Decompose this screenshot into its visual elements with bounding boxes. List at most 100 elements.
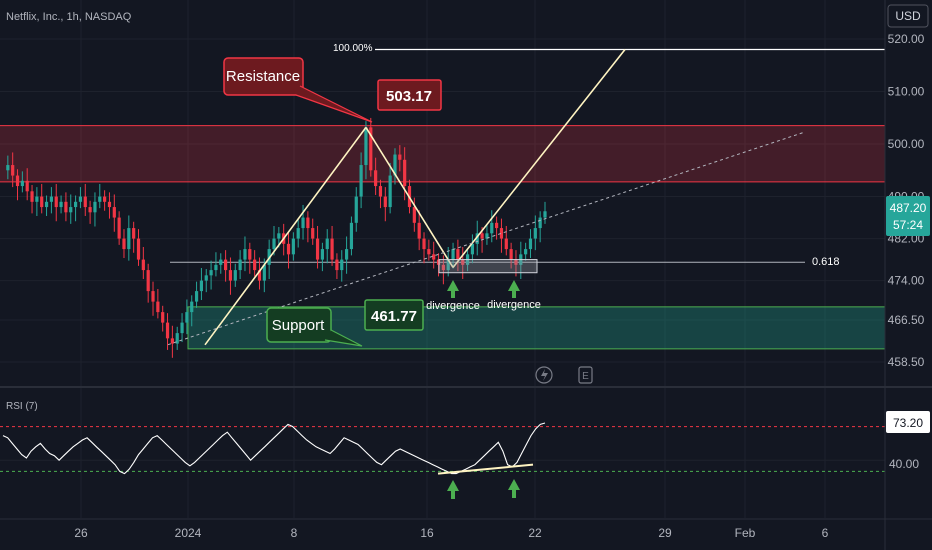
projection-line: [452, 49, 626, 268]
candle-body: [88, 207, 92, 213]
candle-body: [349, 222, 354, 250]
candle-body: [354, 196, 358, 223]
candle-body: [344, 249, 349, 260]
divergence-label-2: divergence: [487, 299, 541, 311]
candle-body: [170, 338, 174, 344]
candle-body: [11, 165, 15, 176]
support-price-box: [364, 299, 424, 331]
resistance-label-box: [223, 57, 304, 96]
candle-body: [311, 228, 315, 239]
rsi-plot-area[interactable]: [0, 390, 885, 518]
candle-body: [224, 259, 228, 271]
candle-body: [40, 196, 44, 208]
support-callout[interactable]: Support 461.77: [266, 299, 424, 347]
candle-body: [475, 233, 479, 244]
candle-body: [451, 249, 455, 260]
candle-body: [59, 201, 63, 208]
candle-body: [136, 238, 141, 260]
candle-body: [417, 222, 421, 239]
candle-body: [524, 249, 528, 255]
candle-body: [233, 270, 237, 281]
time-axis[interactable]: 26 2024 8 16 22 29 Feb 6: [74, 526, 828, 540]
price-tick-label: 466.50: [888, 313, 925, 327]
main-plot-area[interactable]: [0, 0, 885, 385]
earnings-icon[interactable]: [535, 366, 553, 384]
candle-body: [175, 333, 179, 344]
rsi-label: RSI (7): [6, 401, 38, 412]
candle-body: [165, 322, 170, 339]
candle-body: [98, 196, 102, 202]
resistance-label: Resistance: [226, 68, 300, 85]
time-tick-label: 6: [822, 526, 829, 540]
candle-body: [141, 259, 145, 271]
candle-body: [64, 201, 68, 213]
rsi-current-value: 73.20: [893, 416, 923, 430]
candle-body: [538, 217, 542, 229]
currency-button[interactable]: [887, 4, 929, 28]
candle-body: [180, 322, 184, 334]
event-e-icon[interactable]: E: [578, 366, 593, 384]
time-tick-label: 26: [74, 526, 88, 540]
resistance-pointer: [295, 85, 373, 123]
candle-body: [490, 222, 494, 234]
candle-body: [248, 249, 252, 260]
candle-body: [543, 211, 547, 218]
candle-body: [432, 254, 436, 260]
time-tick-label: Feb: [735, 526, 756, 540]
candle-body: [441, 264, 445, 271]
candle-body: [340, 259, 344, 271]
impulse-line-down: [365, 126, 454, 268]
candle-body: [35, 196, 39, 202]
rsi-up-arrow-icon: [447, 480, 459, 499]
candle-body: [262, 264, 266, 281]
candle-body: [30, 191, 34, 202]
candle-body: [117, 217, 121, 239]
drawings: [167, 49, 806, 346]
candle-body: [107, 201, 112, 208]
divergence-box: [438, 259, 538, 274]
last-price-badge: 487.20 57:24: [886, 196, 930, 236]
candle-body: [214, 264, 218, 271]
impulse-line-up: [204, 126, 367, 346]
candle-body: [219, 259, 223, 265]
candle-body: [528, 238, 533, 250]
divergence-marker-2[interactable]: divergence: [487, 280, 541, 311]
candle-body: [412, 207, 416, 223]
resistance-price-box: [377, 79, 442, 111]
price-axis[interactable]: 520.00510.00500.00490.00482.00474.00466.…: [888, 32, 925, 369]
candle-body: [277, 233, 281, 239]
candle-body: [69, 207, 73, 213]
candle-body: [325, 238, 329, 250]
candle-body: [393, 154, 397, 176]
fib-100-label: 100.00%: [333, 43, 373, 54]
divergence-marker-1[interactable]: divergence: [426, 280, 480, 312]
rsi-divergence-line: [437, 463, 534, 475]
candle-body: [161, 312, 165, 323]
candle-body: [378, 186, 383, 197]
resistance-callout[interactable]: Resistance 503.17: [223, 57, 442, 123]
symbol-label[interactable]: Netflix, Inc., 1h, NASDAQ: [6, 11, 132, 23]
candle-body: [93, 201, 97, 213]
resistance-price: 503.17: [386, 88, 432, 105]
rsi-line: [2, 422, 546, 475]
candle-body: [291, 238, 295, 255]
support-label-box: [266, 307, 332, 343]
candle-body: [6, 165, 10, 171]
candle-body: [403, 159, 407, 187]
last-price-bg: [886, 196, 930, 236]
price-tick-label: 510.00: [888, 85, 925, 99]
support-label: Support: [272, 317, 325, 334]
candle-body: [509, 249, 513, 260]
candle-body: [504, 238, 508, 250]
candle-body: [127, 228, 131, 250]
candle-body: [456, 249, 460, 260]
grid: [0, 0, 885, 518]
support-trend-line: [167, 131, 806, 346]
svg-text:E: E: [582, 371, 589, 382]
support-price: 461.77: [371, 308, 417, 325]
candle-body: [272, 238, 276, 250]
candle-body: [480, 233, 484, 239]
candle-body: [427, 249, 431, 255]
